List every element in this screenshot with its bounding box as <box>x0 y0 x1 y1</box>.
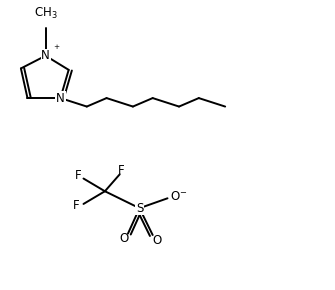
Text: F: F <box>118 164 125 177</box>
Text: F: F <box>75 169 82 182</box>
Text: N: N <box>41 49 50 62</box>
Text: N: N <box>56 92 65 105</box>
Text: O: O <box>152 233 161 246</box>
Text: O: O <box>119 232 129 245</box>
Text: S: S <box>136 202 143 215</box>
Text: F: F <box>73 199 79 212</box>
Text: O$^{-}$: O$^{-}$ <box>170 190 188 202</box>
Text: CH$_3$: CH$_3$ <box>34 6 57 21</box>
Text: $^+$: $^+$ <box>52 45 61 55</box>
